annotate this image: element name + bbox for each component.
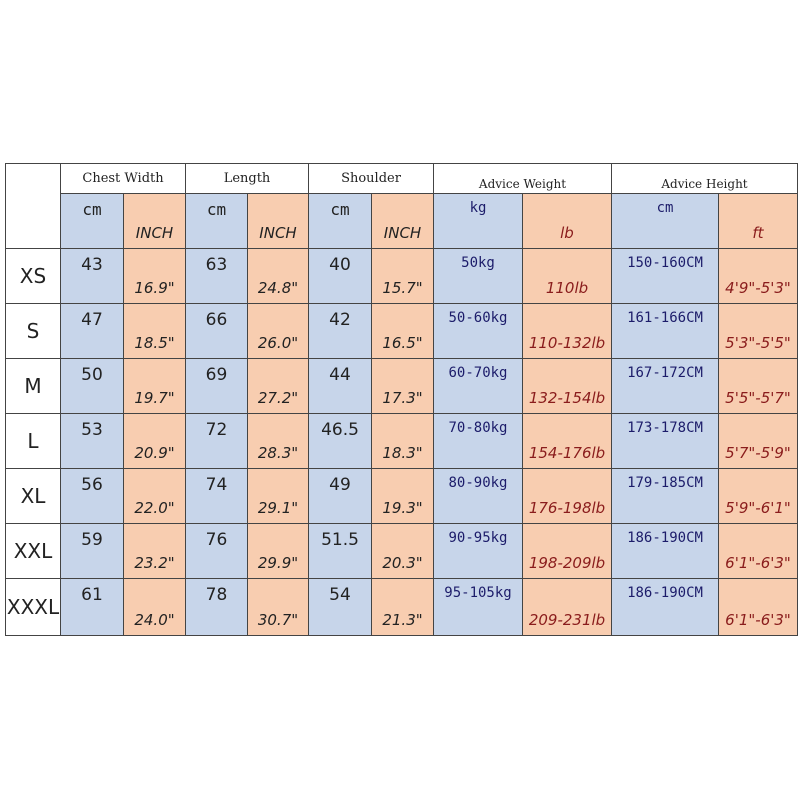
value-cell: 110lb	[522, 248, 612, 304]
value-cell: 161-166CM	[611, 303, 719, 359]
value-cell: 42	[308, 303, 372, 359]
unit-header: lb	[522, 193, 612, 249]
value-cell: 154-176lb	[522, 413, 612, 469]
value-cell: 49	[308, 468, 372, 524]
value-cell: 60-70kg	[433, 358, 523, 414]
value-cell: 26.0"	[247, 303, 309, 359]
value-cell: 18.3"	[371, 413, 434, 469]
value-cell: 110-132lb	[522, 303, 612, 359]
value-cell: 53	[60, 413, 124, 469]
value-cell: 22.0"	[123, 468, 186, 524]
size-label: M	[5, 358, 61, 414]
size-label: L	[5, 413, 61, 469]
value-cell: 18.5"	[123, 303, 186, 359]
value-cell: 40	[308, 248, 372, 304]
value-cell: 50kg	[433, 248, 523, 304]
unit-header: INCH	[247, 193, 309, 249]
value-cell: 20.9"	[123, 413, 186, 469]
size-label: XXXL	[5, 578, 61, 636]
value-cell: 44	[308, 358, 372, 414]
value-cell: 24.0"	[123, 578, 186, 636]
value-cell: 63	[185, 248, 248, 304]
group-header: Advice Height	[611, 163, 798, 194]
value-cell: 16.9"	[123, 248, 186, 304]
size-label: XXL	[5, 523, 61, 579]
value-cell: 50-60kg	[433, 303, 523, 359]
value-cell: 150-160CM	[611, 248, 719, 304]
unit-header: cm	[611, 193, 719, 249]
value-cell: 6'1"-6'3"	[718, 523, 798, 579]
value-cell: 66	[185, 303, 248, 359]
value-cell: 5'5"-5'7"	[718, 358, 798, 414]
value-cell: 176-198lb	[522, 468, 612, 524]
value-cell: 198-209lb	[522, 523, 612, 579]
value-cell: 179-185CM	[611, 468, 719, 524]
value-cell: 29.9"	[247, 523, 309, 579]
value-cell: 70-80kg	[433, 413, 523, 469]
value-cell: 74	[185, 468, 248, 524]
unit-header: kg	[433, 193, 523, 249]
value-cell: 51.5	[308, 523, 372, 579]
value-cell: 21.3"	[371, 578, 434, 636]
unit-header: cm	[60, 193, 124, 249]
value-cell: 19.7"	[123, 358, 186, 414]
group-header: Chest Width	[60, 163, 186, 194]
value-cell: 43	[60, 248, 124, 304]
unit-header: cm	[308, 193, 372, 249]
value-cell: 72	[185, 413, 248, 469]
value-cell: 47	[60, 303, 124, 359]
value-cell: 132-154lb	[522, 358, 612, 414]
value-cell: 78	[185, 578, 248, 636]
value-cell: 30.7"	[247, 578, 309, 636]
value-cell: 29.1"	[247, 468, 309, 524]
value-cell: 20.3"	[371, 523, 434, 579]
value-cell: 17.3"	[371, 358, 434, 414]
value-cell: 50	[60, 358, 124, 414]
value-cell: 23.2"	[123, 523, 186, 579]
value-cell: 76	[185, 523, 248, 579]
size-label: S	[5, 303, 61, 359]
value-cell: 69	[185, 358, 248, 414]
value-cell: 28.3"	[247, 413, 309, 469]
value-cell: 95-105kg	[433, 578, 523, 636]
unit-header: cm	[185, 193, 248, 249]
value-cell: 19.3"	[371, 468, 434, 524]
value-cell: 61	[60, 578, 124, 636]
group-header: Length	[185, 163, 309, 194]
value-cell: 46.5	[308, 413, 372, 469]
group-header: Shoulder	[308, 163, 434, 194]
value-cell: 5'9"-6'1"	[718, 468, 798, 524]
value-cell: 56	[60, 468, 124, 524]
value-cell: 5'7"-5'9"	[718, 413, 798, 469]
value-cell: 5'3"-5'5"	[718, 303, 798, 359]
value-cell: 24.8"	[247, 248, 309, 304]
size-label: XL	[5, 468, 61, 524]
value-cell: 186-190CM	[611, 523, 719, 579]
unit-header: ft	[718, 193, 798, 249]
value-cell: 16.5"	[371, 303, 434, 359]
unit-header: INCH	[123, 193, 186, 249]
unit-header: INCH	[371, 193, 434, 249]
value-cell: 90-95kg	[433, 523, 523, 579]
corner-cell	[5, 163, 61, 249]
value-cell: 6'1"-6'3"	[718, 578, 798, 636]
value-cell: 15.7"	[371, 248, 434, 304]
value-cell: 54	[308, 578, 372, 636]
group-header: Advice Weight	[433, 163, 612, 194]
value-cell: 4'9"-5'3"	[718, 248, 798, 304]
value-cell: 173-178CM	[611, 413, 719, 469]
value-cell: 80-90kg	[433, 468, 523, 524]
size-label: XS	[5, 248, 61, 304]
value-cell: 27.2"	[247, 358, 309, 414]
value-cell: 186-190CM	[611, 578, 719, 636]
value-cell: 209-231lb	[522, 578, 612, 636]
value-cell: 167-172CM	[611, 358, 719, 414]
value-cell: 59	[60, 523, 124, 579]
